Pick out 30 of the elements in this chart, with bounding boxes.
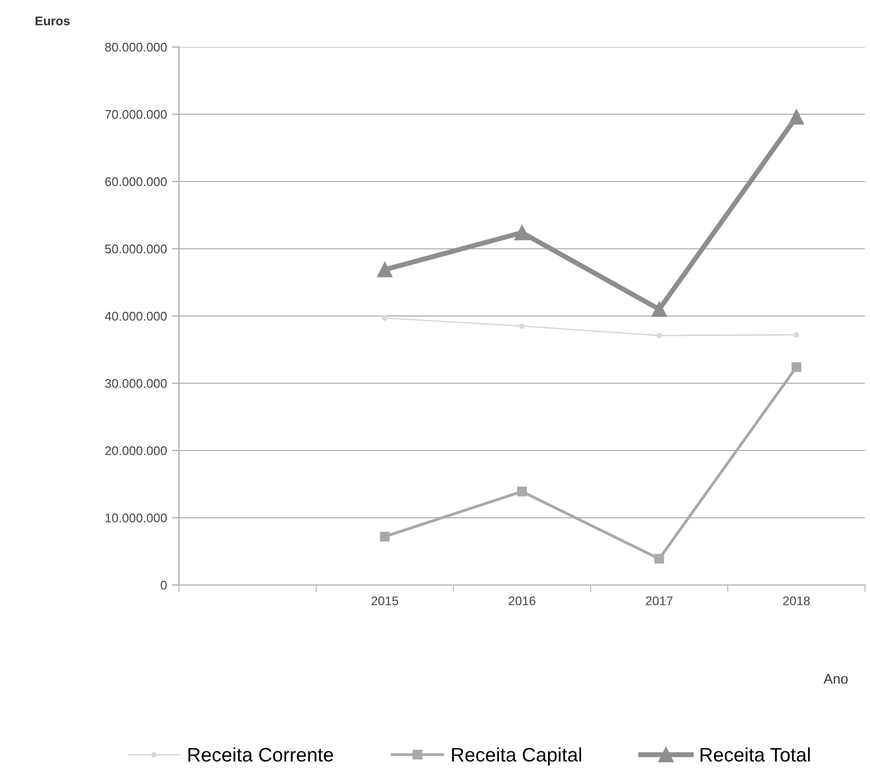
point <box>514 224 530 240</box>
point <box>792 362 802 372</box>
y-tick-label: 0 <box>160 580 167 590</box>
point <box>519 323 525 329</box>
x-axis-title: Ano <box>824 674 848 684</box>
x-tick-label: 2015 <box>372 596 398 606</box>
point <box>380 532 390 542</box>
x-tick-label: 2017 <box>646 596 672 606</box>
y-tick-label: 40.000.000 <box>104 312 167 321</box>
point <box>788 109 804 125</box>
point <box>377 262 392 278</box>
point <box>517 486 527 496</box>
point <box>656 332 662 338</box>
legend-label: Receita Total <box>700 747 810 762</box>
y-tick-label: 20.000.000 <box>105 446 167 456</box>
y-axis-title: Euros <box>36 16 70 26</box>
point <box>794 332 800 338</box>
y-tick-label: 60.000.000 <box>105 177 167 186</box>
point <box>654 554 664 564</box>
y-tick-label: 30.000.000 <box>105 379 167 388</box>
y-tick-label: 80.000.000 <box>105 42 167 52</box>
y-tick-label: 50.000.000 <box>105 244 167 254</box>
legend-label: Receita Capital <box>452 747 582 766</box>
y-tick-label: 70.000.000 <box>105 110 167 119</box>
x-tick-label: 2018 <box>783 596 810 606</box>
point <box>382 315 388 321</box>
legend-label: Receita Corrente <box>188 747 333 762</box>
x-tick-label: 2016 <box>508 596 536 606</box>
y-tick-label: 10.000.000 <box>106 514 167 522</box>
point <box>652 302 667 317</box>
